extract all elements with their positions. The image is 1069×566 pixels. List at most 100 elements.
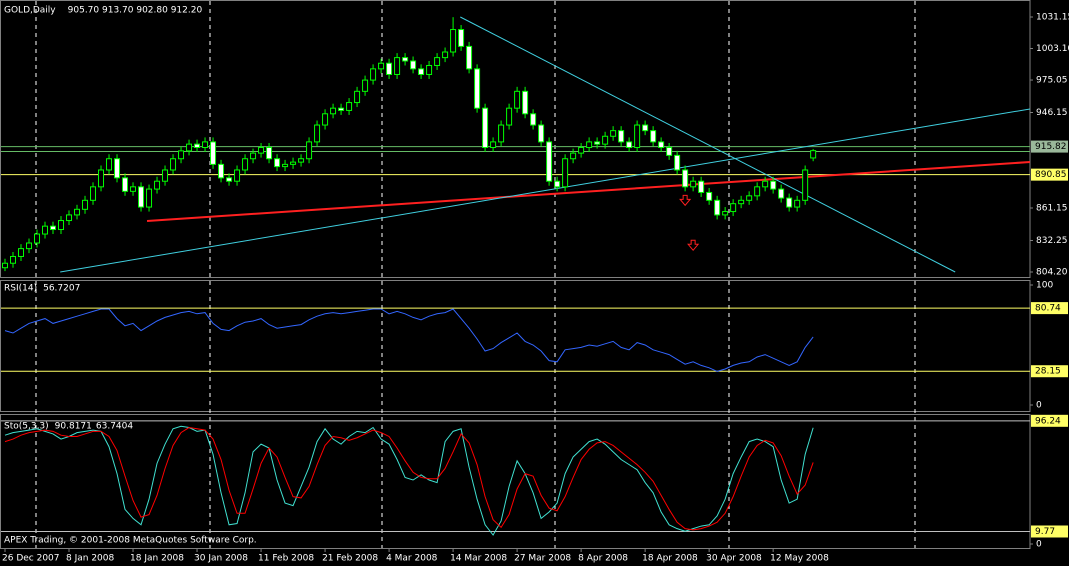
price-label-box [1031,168,1068,181]
candle-body [218,163,225,179]
y-tick-label: 0 [1036,401,1042,411]
candle-body [738,199,745,205]
last-value: 90.8171 [55,422,92,432]
ohlc-label: 905.70 913.70 902.80 912.20 [68,6,203,16]
candle-body [266,147,273,160]
candle-body [778,188,785,199]
candle-body [506,107,513,126]
candle-body [106,158,113,171]
indicator-line [4,425,814,536]
candle-body [394,57,401,75]
candle-body [674,154,681,171]
x-tick-label: 27 Mar 2008 [514,554,571,564]
candle-body [754,186,761,197]
x-tick-label: 21 Feb 2008 [322,554,378,564]
candle-body [762,180,769,188]
candle-body [66,214,73,222]
candle-body [178,150,185,160]
pane-title: RSI(14) [4,284,37,294]
candle-body [498,124,505,143]
candle-body [626,141,633,149]
candle-body [274,158,281,168]
candle-body [666,147,673,156]
y-tick-label: 1003.10 [1036,44,1069,54]
candle-body [522,90,529,115]
candle-body [426,64,433,75]
x-tick-label: 14 Mar 2008 [450,554,507,564]
candle-body [74,208,81,216]
last-value: 56.7207 [43,284,80,294]
candle-body [322,113,329,126]
indicator-line [4,308,814,372]
candle-body [90,186,97,201]
candle-body [226,177,233,182]
candle-body [114,158,121,179]
price-label: 890.85 [1035,170,1067,180]
price-label: 9.77 [1035,527,1055,537]
candle-body [794,199,801,208]
candle-body [650,130,657,143]
candle-body [474,68,481,109]
candle-body [722,211,729,216]
candle-body [770,180,777,190]
signal-arrow [687,239,700,252]
signal-arrow [679,194,692,207]
candle-body [602,135,609,145]
candle-body [258,147,265,154]
price-label-box [1031,365,1068,378]
candle-body [58,220,65,231]
candle-body [50,225,57,231]
candle-body [202,141,209,149]
candle-body [130,186,137,192]
candle-body [682,169,689,188]
candle-body [610,130,617,137]
candle-body [242,158,249,171]
candle-body [570,152,577,160]
candle-body [634,124,641,149]
y-tick-label: 975.05 [1036,76,1068,86]
candle-body [250,152,257,160]
candle-body [546,141,553,182]
candle-body [186,143,193,152]
pane-title: Sto(5,3,3) [4,422,49,432]
candle-body [162,169,169,182]
candle-body [554,180,561,188]
candle-body [730,203,737,213]
candle-body [2,262,9,269]
price-label: 28.15 [1035,367,1061,377]
candle-body [658,141,665,149]
candle-body [138,186,145,208]
month-separators [35,1,916,548]
candle-body [810,150,817,159]
price-label-box [1031,302,1068,315]
y-tick-label: 1031.15 [1036,13,1069,23]
candle-body [354,90,361,104]
candle-body [514,90,521,109]
x-tick-label: 30 Jan 2008 [194,554,248,564]
candle-body [642,124,649,132]
candle-body [490,141,497,149]
pane-title: GOLD,Daily [4,6,56,16]
candle-body [530,113,537,126]
candle-body [442,51,449,59]
candle-body [34,233,41,244]
x-tick-label: 26 Dec 2007 [2,554,60,564]
candle-body [82,199,89,210]
x-tick-label: 8 Jan 2008 [66,554,114,564]
candle-body [802,169,809,201]
x-tick-label: 11 Feb 2008 [258,554,314,564]
x-tick-label: 12 May 2008 [770,554,829,564]
main-pane [0,0,1031,278]
trend-line [146,161,1031,222]
candle-body [10,255,17,264]
candle-body [362,79,369,92]
candle-body [466,45,473,70]
candle-body [714,199,721,216]
pane-frames [0,0,1031,549]
candle-body [434,57,441,66]
candle-body [386,62,393,75]
candle-body [306,141,313,160]
candle-body [538,124,545,143]
